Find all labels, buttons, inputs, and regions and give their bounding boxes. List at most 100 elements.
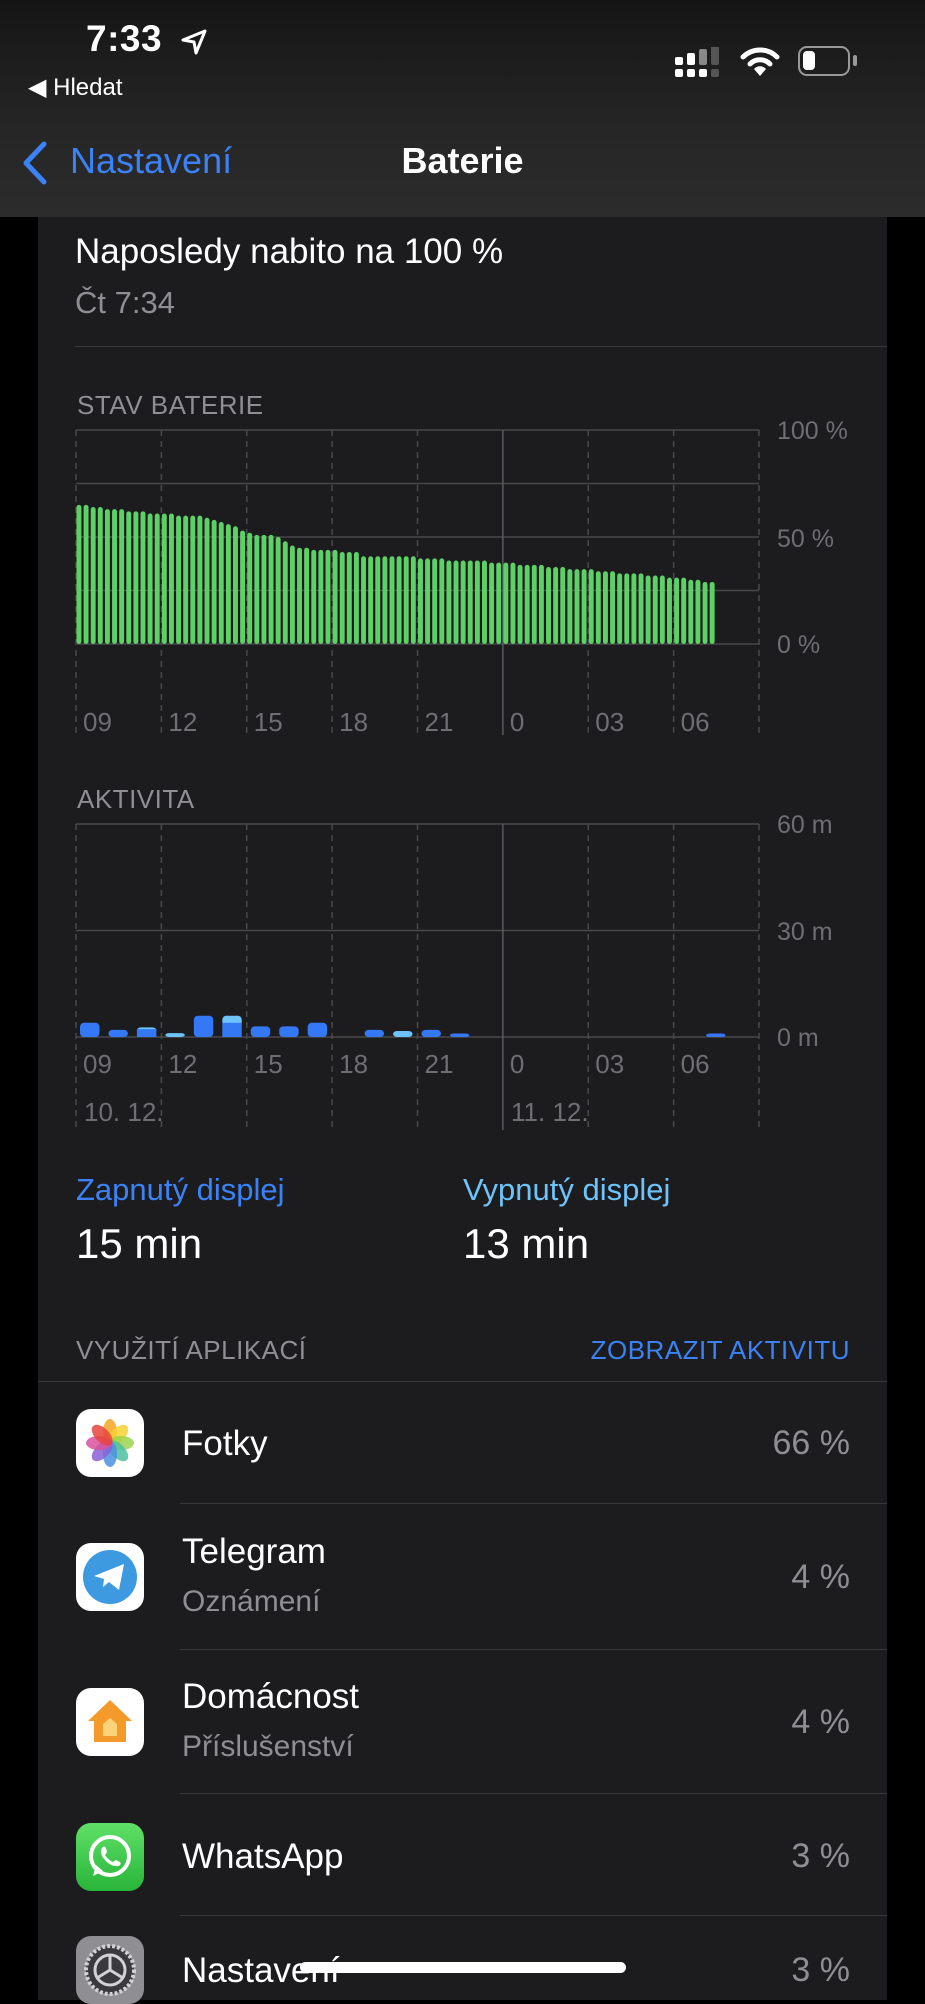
battery-bar [602, 571, 608, 644]
app-row-nastaveni[interactable]: Nastavení 3 % [38, 1916, 887, 2004]
divider [38, 1381, 887, 1382]
x-tick-label: 12 [168, 1049, 198, 1079]
screen-on-label: Zapnutý displej [76, 1172, 285, 1207]
activity-bar-screen-on [136, 1029, 157, 1037]
activity-bar-screen-on [421, 1029, 441, 1037]
activity-bar-screen-on [222, 1022, 242, 1037]
battery-bar [204, 517, 210, 644]
back-to-app-link[interactable]: ◀ Hledat [28, 73, 123, 102]
battery-bar [361, 556, 366, 644]
battery-bar [161, 513, 167, 644]
back-button[interactable]: Nastavení [70, 140, 233, 181]
battery-bar [403, 556, 409, 644]
battery-bar [325, 549, 331, 644]
battery-bar [261, 534, 267, 644]
battery-bar [332, 549, 338, 644]
battery-bar [289, 545, 295, 644]
battery-bar [588, 569, 594, 644]
battery-bar [503, 562, 509, 644]
row-divider [180, 1915, 887, 1916]
show-activity-button[interactable]: ZOBRAZIT AKTIVITU [590, 1335, 850, 1365]
battery-bar [368, 556, 374, 644]
battery-bar [546, 566, 551, 644]
y-tick-label: 60 m [777, 811, 833, 839]
battery-bar [304, 547, 310, 644]
back-chevron-icon[interactable] [20, 140, 50, 186]
screen-off-label: Vypnutý displej [463, 1172, 671, 1207]
battery-bar [282, 541, 288, 644]
battery-bar [510, 562, 516, 644]
battery-bar [467, 560, 473, 644]
battery-card [38, 217, 887, 2000]
battery-bar [375, 556, 381, 644]
whatsapp-icon [76, 1823, 144, 1891]
x-tick-label: 15 [253, 1049, 283, 1079]
activity-bar-screen-off [165, 1033, 185, 1037]
activity-bar-screen-on [279, 1026, 299, 1037]
battery-bar [104, 509, 110, 644]
battery-bar [446, 560, 452, 644]
y-tick-label: 0 % [777, 631, 821, 659]
battery-bar [645, 575, 651, 644]
battery-bar [474, 560, 480, 644]
x-tick-label: 06 [680, 1049, 710, 1079]
app-row-fotky[interactable]: Fotky 66 % [38, 1382, 887, 1502]
battery-bar [389, 556, 395, 644]
date-label: 11. 12. [511, 1097, 589, 1127]
battery-bar [581, 569, 587, 644]
battery-bar [353, 551, 359, 644]
app-percent: 4 % [791, 1703, 850, 1741]
battery-bar [396, 556, 402, 644]
app-usage-header: VYUŽITÍ APLIKACÍ [76, 1335, 307, 1365]
app-name: Fotky [182, 1424, 268, 1463]
status-time: 7:33 [86, 18, 163, 59]
home-indicator[interactable] [300, 1962, 626, 1973]
battery-bar [97, 507, 103, 644]
app-row-whatsapp[interactable]: WhatsApp 3 % [38, 1794, 887, 1915]
row-divider [180, 1649, 887, 1650]
battery-bar [311, 549, 317, 644]
battery-bar [624, 573, 630, 644]
battery-icon [798, 46, 850, 76]
battery-bar [382, 556, 388, 644]
battery-bar [702, 581, 708, 644]
battery-bar [482, 560, 487, 644]
x-tick-label: 15 [253, 707, 283, 737]
location-arrow-icon [181, 29, 207, 55]
battery-bar [595, 571, 601, 644]
cellular-signal-icon [675, 47, 719, 77]
battery-bar [346, 551, 352, 644]
battery-bar [560, 566, 566, 644]
settings-icon [76, 1936, 144, 2004]
x-tick-label: 09 [83, 707, 112, 737]
app-percent: 4 % [791, 1558, 850, 1596]
battery-bar [659, 575, 665, 644]
battery-bar [154, 513, 160, 644]
battery-bar [247, 532, 253, 644]
battery-bar [218, 522, 224, 644]
battery-bar [489, 562, 495, 644]
battery-bar [225, 524, 231, 644]
battery-bar [197, 515, 203, 644]
app-row-domacnost[interactable]: Domácnost Příslušenství 4 % [38, 1650, 887, 1793]
x-tick-label: 12 [168, 707, 198, 737]
app-name: Telegram [182, 1532, 326, 1571]
battery-bar [567, 569, 573, 644]
battery-bar [610, 571, 616, 644]
x-tick-label: 18 [339, 707, 369, 737]
battery-bar [147, 513, 153, 644]
activity-bar-screen-on [108, 1029, 128, 1037]
last-charge-title: Naposledy nabito na 100 % [75, 232, 504, 271]
battery-bar [83, 504, 89, 644]
telegram-icon [76, 1543, 144, 1611]
battery-bar [667, 577, 672, 644]
battery-bar [524, 564, 530, 644]
activity-bar-screen-on [364, 1029, 385, 1037]
battery-bar [339, 551, 345, 644]
battery-bar [318, 549, 324, 644]
date-label: 10. 12. [84, 1097, 164, 1127]
battery-bar [119, 509, 125, 644]
battery-bar [211, 519, 217, 644]
app-row-telegram[interactable]: Telegram Oznámení 4 % [38, 1504, 887, 1649]
